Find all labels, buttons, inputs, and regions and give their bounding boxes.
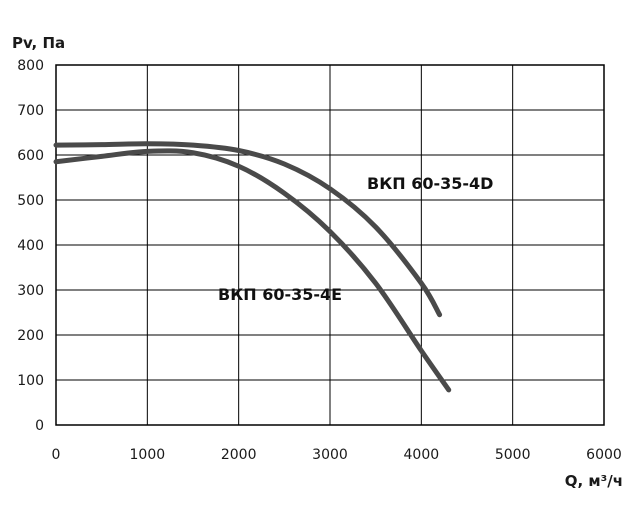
y-tick-label-500: 500 [17, 193, 44, 209]
y-axis-title: Pv, Па [12, 34, 65, 52]
tick-layer: 0 1000 2000 3000 4000 5000 6000 0 100 200 300 400 50… [17, 58, 622, 463]
y-tick-label-700: 700 [17, 103, 44, 119]
series-label-vkp-4d: ВКП 60-35-4D [367, 174, 493, 193]
y-tick-label-200: 200 [17, 328, 44, 344]
y-tick-label-400: 400 [17, 238, 44, 254]
plot-frame [55, 64, 605, 426]
y-tick-label-100: 100 [17, 373, 44, 389]
y-tick-label-800: 800 [17, 58, 44, 74]
series-line-vkp-4e [53, 148, 452, 393]
x-tick-label-3000: 3000 [312, 447, 348, 463]
series-layer [53, 141, 452, 393]
y-tick-label-300: 300 [17, 283, 44, 299]
x-tick-label-1000: 1000 [130, 447, 166, 463]
x-tick-label-2000: 2000 [221, 447, 257, 463]
x-tick-label-5000: 5000 [495, 447, 531, 463]
x-tick-label-4000: 4000 [404, 447, 440, 463]
x-tick-label-6000: 6000 [586, 447, 622, 463]
grid-layer [55, 64, 605, 426]
x-axis-title: Q, м³/ч [565, 472, 623, 490]
series-label-vkp-4e: ВКП 60-35-4E [218, 285, 342, 304]
series-line-vkp-4d [53, 141, 443, 318]
y-tick-label-600: 600 [17, 148, 44, 164]
y-tick-label-0: 0 [35, 418, 44, 434]
x-tick-label-0: 0 [52, 447, 61, 463]
